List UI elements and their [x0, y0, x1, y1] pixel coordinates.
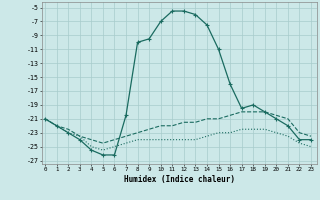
X-axis label: Humidex (Indice chaleur): Humidex (Indice chaleur) [124, 175, 235, 184]
